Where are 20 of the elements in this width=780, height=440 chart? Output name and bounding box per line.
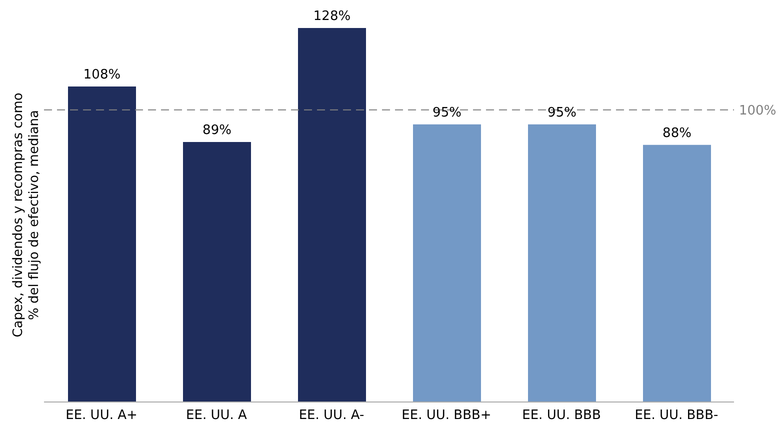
data-label: 95% [432, 105, 462, 120]
x-tick-label: EE. UU. BBB- [634, 408, 719, 424]
x-tick-label: EE. UU. A- [298, 408, 364, 424]
bar [413, 124, 481, 402]
x-tick-label: EE. UU. BBB+ [402, 408, 492, 424]
data-label: 95% [548, 105, 576, 120]
x-tick-label: EE. UU. BBB [522, 408, 601, 424]
ref-line-label: 100% [739, 103, 776, 118]
bar [68, 86, 136, 402]
bar [298, 28, 366, 402]
y-axis-title: Capex, dividendos y recompras como % del flujo de efectivo, mediana [11, 92, 42, 338]
x-tick-label: EE. UU. A+ [66, 408, 138, 424]
bar [528, 124, 596, 402]
bar [643, 144, 711, 402]
x-tick-label: EE. UU. A [186, 408, 248, 424]
data-label: 128% [313, 9, 351, 24]
data-label: 89% [202, 122, 232, 138]
bar [183, 142, 251, 402]
data-label: 108% [83, 67, 121, 82]
data-label: 88% [662, 126, 692, 141]
